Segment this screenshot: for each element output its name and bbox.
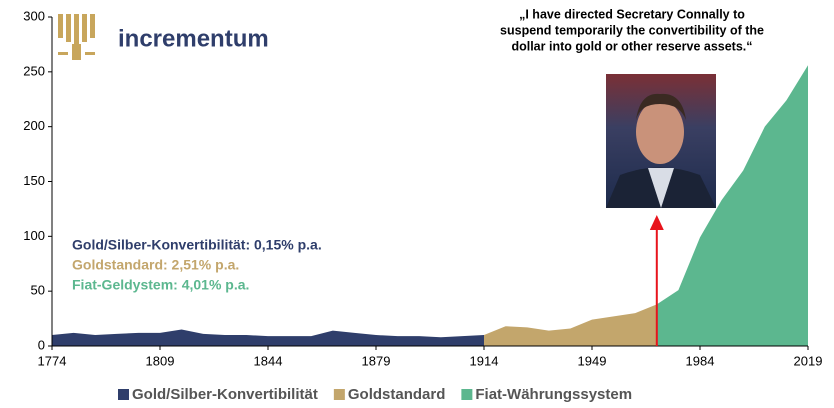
area bbox=[484, 304, 657, 346]
quote: „I have directed Secretary Connally to bbox=[519, 7, 745, 21]
x-tick-label: 1844 bbox=[254, 353, 283, 368]
y-tick-label: 150 bbox=[23, 173, 45, 188]
annotation: Fiat-Geldystem: 4,01% p.a. bbox=[72, 277, 249, 293]
legend-swatch bbox=[118, 389, 129, 400]
legend-label: Gold/Silber-Konvertibilität bbox=[132, 386, 318, 403]
x-tick-label: 1949 bbox=[578, 353, 607, 368]
annotation: Gold/Silber-Konvertibilität: 0,15% p.a. bbox=[72, 237, 322, 253]
y-tick-label: 50 bbox=[31, 283, 45, 298]
portrait bbox=[606, 74, 716, 208]
logo-text: incrementum bbox=[118, 25, 269, 52]
quote: dollar into gold or other reserve assets… bbox=[511, 39, 752, 53]
area bbox=[52, 329, 484, 346]
legend-swatch bbox=[461, 389, 473, 400]
x-tick-label: 1984 bbox=[686, 353, 715, 368]
x-tick-label: 1879 bbox=[362, 353, 391, 368]
arrow-head bbox=[649, 215, 664, 230]
y-tick-label: 250 bbox=[23, 63, 45, 78]
y-tick-label: 200 bbox=[23, 118, 45, 133]
y-tick-label: 100 bbox=[23, 228, 45, 243]
area bbox=[656, 65, 808, 347]
legend-label: Fiat-Währungssystem bbox=[475, 386, 632, 403]
y-tick-label: 300 bbox=[23, 8, 45, 23]
quote: suspend temporarily the convertibility o… bbox=[500, 23, 764, 37]
annotation: Goldstandard: 2,51% p.a. bbox=[72, 257, 239, 273]
legend-label: Goldstandard bbox=[348, 386, 446, 403]
x-tick-label: 1809 bbox=[146, 353, 175, 368]
logo-icon bbox=[58, 14, 95, 60]
legend-swatch bbox=[333, 389, 345, 400]
y-tick-label: 0 bbox=[38, 337, 45, 352]
x-tick-label: 2019 bbox=[794, 353, 823, 368]
x-tick-label: 1914 bbox=[470, 353, 499, 368]
x-tick-label: 1774 bbox=[38, 353, 67, 368]
